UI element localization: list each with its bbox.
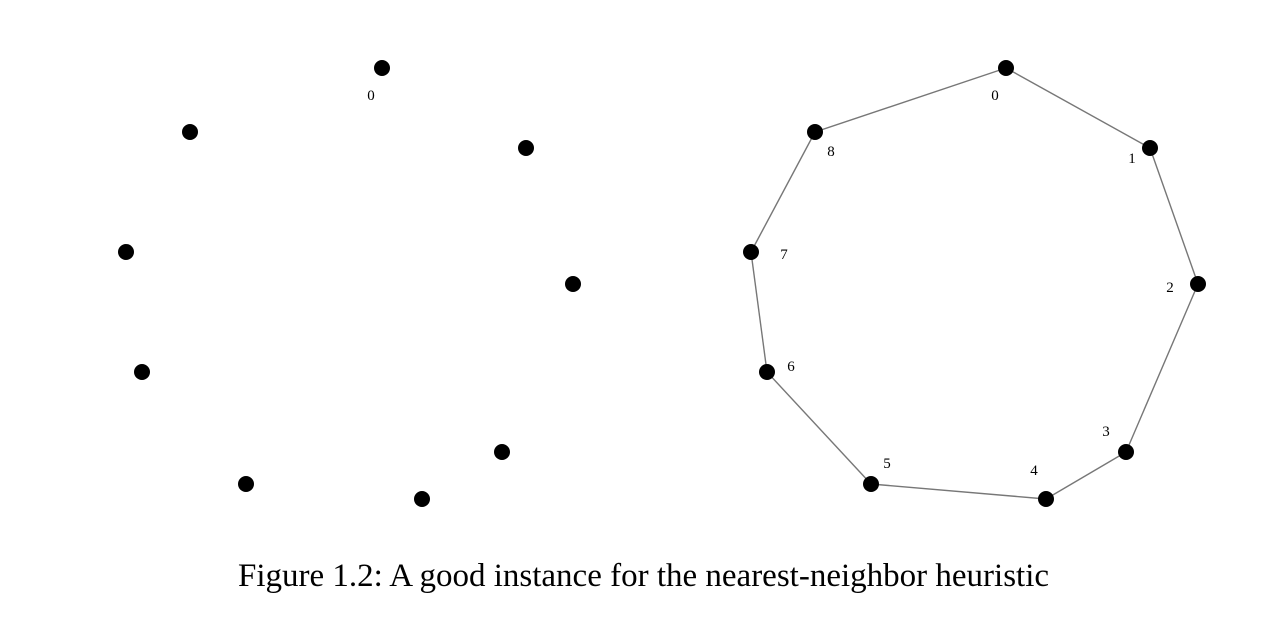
left-node-label-0: 0 xyxy=(367,88,375,104)
tour-edge-2-3 xyxy=(1125,283,1199,453)
tour-edge-7-8 xyxy=(750,131,816,253)
tour-edge-6-7 xyxy=(750,251,768,373)
left-node-3 xyxy=(494,444,510,460)
right-node-label-2: 2 xyxy=(1166,280,1174,296)
right-node-2 xyxy=(1190,276,1206,292)
right-node-6 xyxy=(759,364,775,380)
tour-edge-5-6 xyxy=(766,371,872,485)
tour-edge-8-0 xyxy=(814,67,1007,133)
left-node-6 xyxy=(134,364,150,380)
right-node-label-3: 3 xyxy=(1102,424,1110,440)
tour-edge-1-2 xyxy=(1149,147,1199,285)
right-node-label-6: 6 xyxy=(787,359,795,375)
right-node-label-0: 0 xyxy=(991,88,999,104)
right-node-8 xyxy=(807,124,823,140)
left-node-2 xyxy=(565,276,581,292)
right-panel-tour-nodes: 0 1 2 3 4 5 6 7 8 xyxy=(743,60,1206,507)
left-node-8 xyxy=(182,124,198,140)
right-node-label-1: 1 xyxy=(1128,151,1136,167)
tour-edge-3-4 xyxy=(1045,451,1127,500)
left-panel-points: 0 xyxy=(118,60,581,507)
right-node-7 xyxy=(743,244,759,260)
right-node-label-8: 8 xyxy=(827,144,835,160)
right-node-label-4: 4 xyxy=(1030,463,1038,479)
right-panel-tour-edges xyxy=(750,67,1199,500)
right-node-5 xyxy=(863,476,879,492)
left-node-1 xyxy=(518,140,534,156)
left-node-7 xyxy=(118,244,134,260)
figure-caption: Figure 1.2: A good instance for the near… xyxy=(237,558,1050,594)
nearest-neighbor-diagram: 0 0 1 2 3 4 5 6 7 8 xyxy=(118,60,1206,507)
right-node-3 xyxy=(1118,444,1134,460)
left-node-5 xyxy=(238,476,254,492)
left-node-0 xyxy=(374,60,390,76)
right-node-1 xyxy=(1142,140,1158,156)
right-node-4 xyxy=(1038,491,1054,507)
right-node-label-5: 5 xyxy=(883,456,891,472)
right-node-label-7: 7 xyxy=(780,247,788,263)
right-node-0 xyxy=(998,60,1014,76)
left-node-4 xyxy=(414,491,430,507)
tour-edge-4-5 xyxy=(870,483,1047,500)
tour-edge-0-1 xyxy=(1005,67,1151,149)
